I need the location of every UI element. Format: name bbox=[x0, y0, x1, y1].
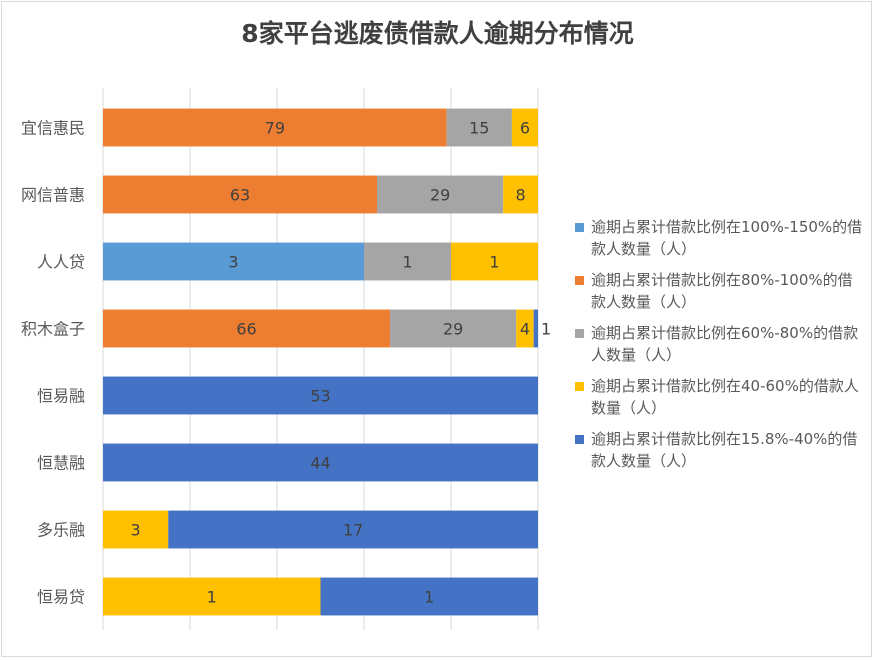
bar-segment bbox=[103, 376, 538, 415]
bar-segment bbox=[320, 577, 538, 616]
bar-segment bbox=[103, 510, 169, 549]
legend-label: 逾期占累计借款比例在60%-80%的借款人数量（人） bbox=[591, 324, 859, 364]
legend-swatch bbox=[575, 382, 584, 391]
category-label: 多乐融 bbox=[37, 521, 85, 540]
bar-segment bbox=[103, 108, 447, 147]
legend-item: 逾期占累计借款比例在40-60%的借款人数量（人） bbox=[575, 375, 865, 419]
data-label: 29 bbox=[443, 320, 463, 339]
legend-label: 逾期占累计借款比例在15.8%-40%的借款人数量（人） bbox=[591, 430, 858, 470]
bar-segment bbox=[446, 108, 512, 147]
data-label: 44 bbox=[310, 454, 330, 473]
data-label: 15 bbox=[469, 119, 489, 138]
bar-segment bbox=[533, 309, 538, 348]
category-label: 恒易贷 bbox=[37, 588, 85, 607]
legend-item: 逾期占累计借款比例在100%-150%的借款人数量（人） bbox=[575, 216, 865, 260]
bar-segment bbox=[516, 309, 534, 348]
chart-title: 8家平台逃废债借款人逾期分布情况 bbox=[241, 19, 634, 48]
legend-label: 逾期占累计借款比例在100%-150%的借款人数量（人） bbox=[591, 218, 863, 258]
legend-item: 逾期占累计借款比例在60%-80%的借款人数量（人） bbox=[575, 322, 865, 366]
data-label: 17 bbox=[343, 521, 363, 540]
category-label: 恒易融 bbox=[37, 387, 85, 406]
data-label: 63 bbox=[230, 186, 250, 205]
bar-segment bbox=[503, 175, 538, 214]
data-label: 4 bbox=[520, 320, 530, 339]
bar-segment bbox=[511, 108, 538, 147]
data-label: 1 bbox=[402, 253, 412, 272]
bar-segment bbox=[390, 309, 517, 348]
category-label: 宜信惠民 bbox=[21, 119, 85, 138]
legend-swatch bbox=[575, 435, 584, 444]
data-label: 79 bbox=[265, 119, 285, 138]
bar-segment bbox=[377, 175, 504, 214]
legend-item: 逾期占累计借款比例在80%-100%的借款人数量（人） bbox=[575, 269, 865, 313]
bar-segment bbox=[168, 510, 538, 549]
category-label: 网信普惠 bbox=[21, 186, 85, 205]
legend-swatch bbox=[575, 223, 584, 232]
legend-swatch bbox=[575, 329, 584, 338]
bar-segment bbox=[103, 309, 391, 348]
bar-segment bbox=[364, 242, 451, 281]
data-label: 3 bbox=[131, 521, 141, 540]
data-label: 66 bbox=[236, 320, 256, 339]
bar-segment bbox=[451, 242, 538, 281]
bar-segment bbox=[103, 443, 538, 482]
category-label: 恒慧融 bbox=[37, 454, 85, 473]
legend-label: 逾期占累计借款比例在80%-100%的借款人数量（人） bbox=[591, 271, 853, 311]
bar-segment bbox=[103, 577, 321, 616]
data-label: 6 bbox=[520, 119, 530, 138]
data-label: 8 bbox=[516, 186, 526, 205]
data-label: 1 bbox=[424, 588, 434, 607]
data-label: 1 bbox=[541, 320, 551, 339]
legend-label: 逾期占累计借款比例在40-60%的借款人数量（人） bbox=[591, 377, 859, 417]
category-label: 积木盒子 bbox=[21, 320, 85, 339]
legend-swatch bbox=[575, 276, 584, 285]
bar-segment bbox=[103, 175, 378, 214]
legend-item: 逾期占累计借款比例在15.8%-40%的借款人数量（人） bbox=[575, 428, 865, 472]
bar-segment bbox=[103, 242, 364, 281]
data-label: 1 bbox=[489, 253, 499, 272]
data-label: 29 bbox=[430, 186, 450, 205]
category-label: 人人贷 bbox=[37, 253, 85, 272]
data-label: 53 bbox=[310, 387, 330, 406]
data-label: 3 bbox=[228, 253, 238, 272]
chart-legend: 逾期占累计借款比例在100%-150%的借款人数量（人） 逾期占累计借款比例在80… bbox=[575, 216, 865, 481]
data-label: 1 bbox=[207, 588, 217, 607]
